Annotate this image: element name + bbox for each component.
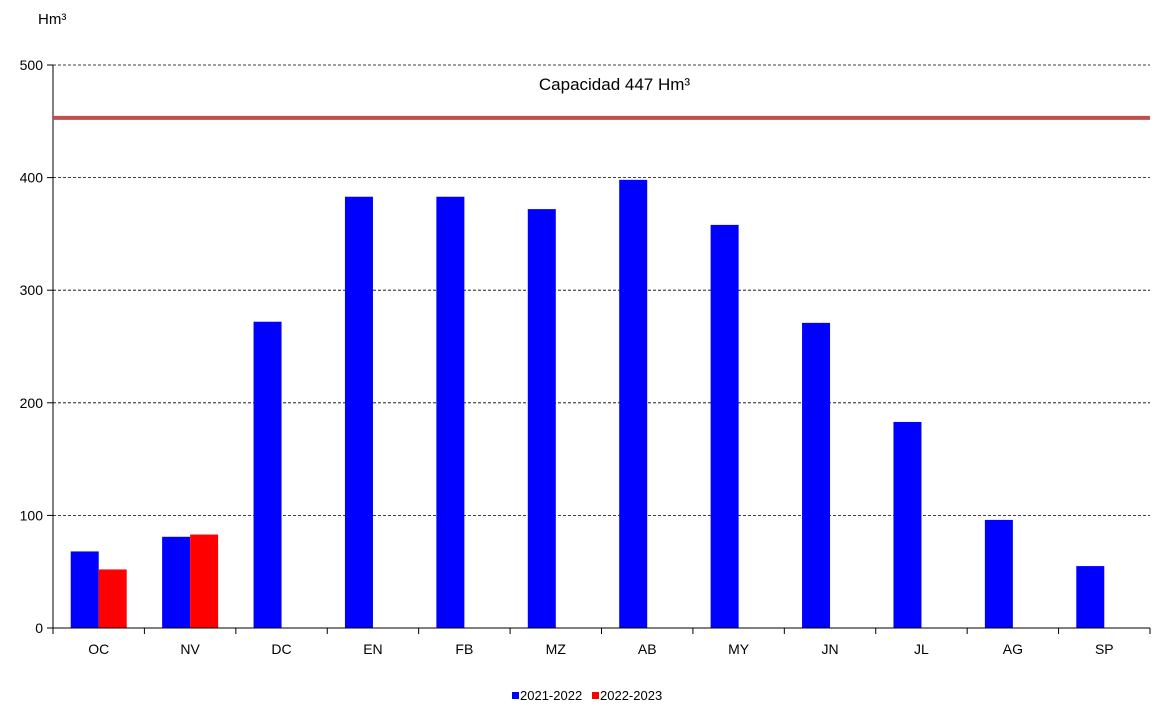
legend-label-2022-2023: 2022-2023 <box>600 688 662 703</box>
x-axis-ticks: OC NV DC EN FB MZ AB MY JN JL AG SP <box>52 628 1151 657</box>
y-tick-label: 500 <box>20 57 44 73</box>
y-axis-unit-label: Hm³ <box>38 11 66 28</box>
bar-2022-2023-NV <box>190 534 219 628</box>
y-axis-ticks: 0 100 200 300 400 500 <box>20 57 53 636</box>
y-tick-label: 200 <box>20 395 44 411</box>
legend-swatch-2022-2023 <box>592 692 599 699</box>
x-tick-label: EN <box>363 641 382 657</box>
x-tick-label: FB <box>455 641 473 657</box>
x-tick-label: DC <box>271 641 291 657</box>
x-tick-label: AB <box>638 641 657 657</box>
bar-2021-2022-AG <box>984 519 1013 628</box>
bar-2022-2023-OC <box>98 569 127 628</box>
legend-swatch-2021-2022 <box>512 692 519 699</box>
x-tick-label: JN <box>821 641 838 657</box>
bar-2021-2022-SP <box>1076 566 1105 628</box>
x-tick-label: NV <box>180 641 200 657</box>
capacity-label: Capacidad 447 Hm³ <box>539 75 691 94</box>
bar-2021-2022-AB <box>619 179 648 629</box>
y-tick-label: 400 <box>20 170 44 186</box>
x-tick-label: OC <box>88 641 109 657</box>
bar-2021-2022-JL <box>893 421 922 628</box>
bar-2021-2022-OC <box>70 551 99 628</box>
bar-2021-2022-MY <box>710 224 739 628</box>
legend: 2021-2022 2022-2023 <box>512 688 662 703</box>
bar-2021-2022-JN <box>802 322 831 628</box>
x-tick-label: AG <box>1003 641 1023 657</box>
gridlines <box>53 64 1150 516</box>
bar-2021-2022-MZ <box>527 209 556 629</box>
x-tick-label: SP <box>1095 641 1114 657</box>
bar-2021-2022-FB <box>436 196 465 628</box>
bar-2021-2022-NV <box>162 536 191 628</box>
y-tick-label: 300 <box>20 282 44 298</box>
legend-label-2021-2022: 2021-2022 <box>520 688 582 703</box>
bar-2021-2022-DC <box>253 321 282 628</box>
x-tick-label: MZ <box>546 641 567 657</box>
bar-series <box>70 179 1105 629</box>
bar-2021-2022-EN <box>344 196 373 628</box>
capacity-reference: Capacidad 447 Hm³ <box>53 75 1150 120</box>
x-tick-label: JL <box>914 641 929 657</box>
y-tick-label: 0 <box>35 620 43 636</box>
y-tick-label: 100 <box>20 507 44 523</box>
x-tick-label: MY <box>728 641 750 657</box>
